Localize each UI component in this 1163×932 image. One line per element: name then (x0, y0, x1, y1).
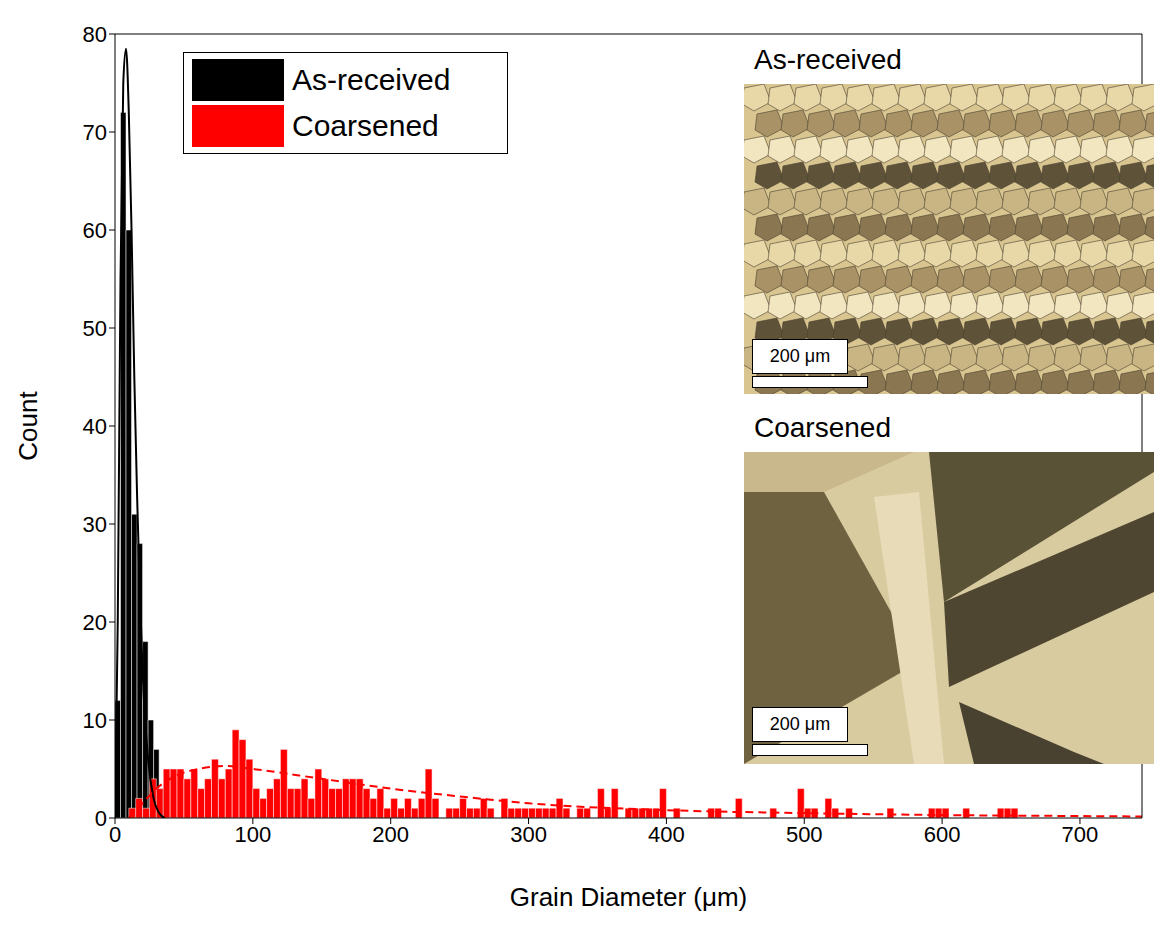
html-text:200 μm: 200 μm (769, 346, 831, 366)
svg-text:500: 500 (786, 822, 823, 847)
svg-text:Grain Diameter (μm): Grain Diameter (μm) (510, 882, 747, 912)
svg-text:Count: Count (13, 391, 43, 461)
svg-text:30: 30 (83, 512, 107, 537)
svg-text:300: 300 (510, 822, 547, 847)
svg-text:600: 600 (924, 822, 961, 847)
svg-text:40: 40 (83, 414, 107, 439)
svg-text:70: 70 (83, 120, 107, 145)
svg-text:400: 400 (648, 822, 685, 847)
svg-text:700: 700 (1062, 822, 1099, 847)
svg-text:10: 10 (83, 708, 107, 733)
svg-text:0: 0 (109, 822, 121, 847)
svg-text:60: 60 (83, 218, 107, 243)
html-text:As-received: As-received (292, 63, 451, 96)
svg-text:80: 80 (83, 22, 107, 47)
html-text:As-received: As-received (754, 44, 902, 75)
html-text:Coarsened: Coarsened (754, 412, 891, 443)
html-text:200 μm: 200 μm (769, 714, 831, 734)
svg-text:200: 200 (372, 822, 409, 847)
html-text:Coarsened: Coarsened (292, 109, 439, 142)
svg-text:0: 0 (95, 806, 107, 831)
svg-text:100: 100 (234, 822, 271, 847)
svg-text:50: 50 (83, 316, 107, 341)
svg-text:20: 20 (83, 610, 107, 635)
